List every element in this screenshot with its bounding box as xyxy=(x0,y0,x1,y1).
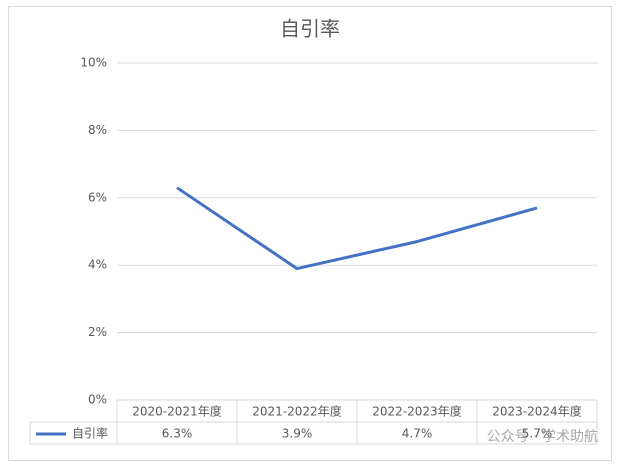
y-tick-label: 10% xyxy=(80,56,107,70)
series-line xyxy=(176,186,538,271)
x-tick-label: 2023-2024年度 xyxy=(492,404,581,419)
table-value: 4.7% xyxy=(402,427,433,441)
chart-title: 自引率 xyxy=(280,17,340,41)
watermark: 公众号 · 学术助航 xyxy=(487,429,598,445)
table-value: 3.9% xyxy=(282,427,313,441)
x-tick-label: 2022-2023年度 xyxy=(372,404,461,419)
table-value: 5.7% xyxy=(522,427,553,441)
table-value: 6.3% xyxy=(162,427,193,441)
y-tick-label: 2% xyxy=(88,325,107,339)
y-tick-label: 6% xyxy=(88,190,107,204)
y-tick-label: 0% xyxy=(88,393,107,407)
legend-label: 自引率 xyxy=(72,426,108,441)
chart-frame xyxy=(8,6,612,461)
y-tick-label: 4% xyxy=(88,258,107,272)
x-tick-label: 2021-2022年度 xyxy=(252,404,341,419)
y-tick-label: 8% xyxy=(88,123,107,137)
x-tick-label: 2020-2021年度 xyxy=(132,404,221,419)
